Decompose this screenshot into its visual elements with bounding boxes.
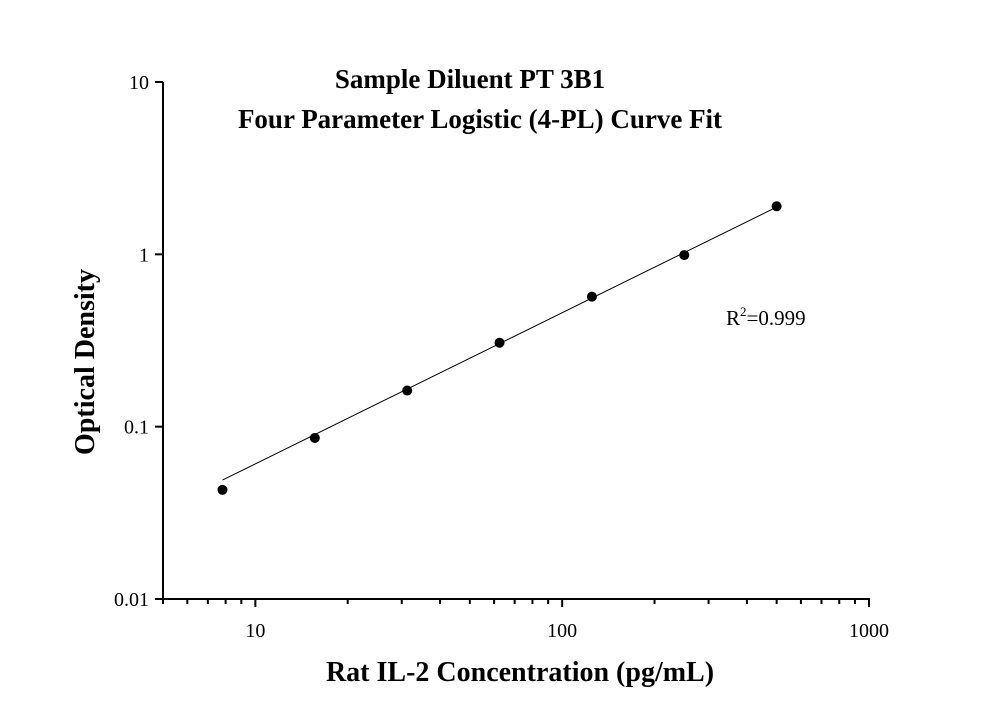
data-point [402, 385, 413, 396]
r-squared-sup: 2 [740, 304, 747, 319]
chart-title-line1: Sample Diluent PT 3B1 [335, 64, 605, 94]
y-tick-label: 0.1 [124, 417, 149, 439]
data-point [771, 201, 782, 212]
ticks: 10 100 1000 0.01 0.1 1 10 [114, 72, 889, 642]
axes [162, 82, 870, 600]
y-tick-label: 10 [129, 72, 149, 94]
x-tick-label: 1000 [849, 620, 889, 642]
data-point [309, 432, 320, 443]
y-tick-label: 1 [139, 244, 149, 266]
r-squared-annotation: R2=0.999 [726, 304, 806, 330]
x-tick-label: 100 [547, 620, 577, 642]
r-squared-value: =0.999 [747, 306, 806, 330]
data-point [217, 484, 228, 495]
y-axis-label: Optical Density [70, 269, 101, 455]
data-point [679, 250, 690, 261]
data-points [217, 201, 782, 495]
y-tick-label: 0.01 [114, 589, 149, 611]
data-point [586, 291, 597, 302]
r-squared-base: R [726, 306, 740, 330]
x-axis-label: Rat IL-2 Concentration (pg/mL) [326, 657, 714, 688]
data-point [494, 337, 505, 348]
x-tick-label: 10 [245, 620, 265, 642]
chart-title-line2: Four Parameter Logistic (4-PL) Curve Fit [238, 104, 722, 134]
